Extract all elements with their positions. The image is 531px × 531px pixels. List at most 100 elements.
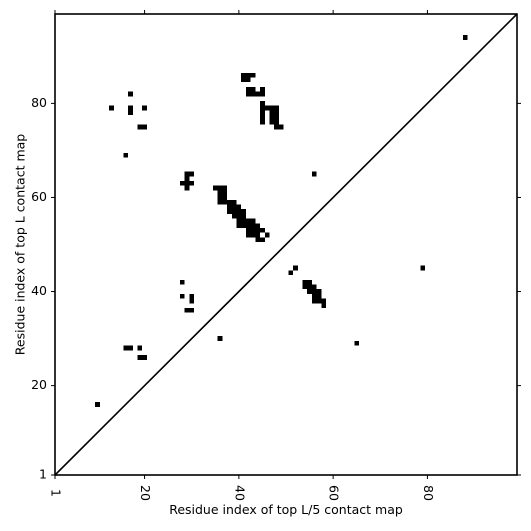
contact-cell-upper-16 — [245, 91, 251, 97]
contact-cell-lower-26 — [137, 345, 143, 351]
contact-cell-upper-19 — [255, 91, 261, 97]
contact-cell-upper-43 — [179, 180, 185, 186]
contact-cell-upper-1 — [109, 105, 114, 111]
cells-layer — [95, 35, 468, 407]
contact-cell-upper-50 — [217, 195, 223, 200]
contact-cell-upper-66 — [236, 218, 242, 224]
x-axis-label: Residue index of top L/5 contact map — [169, 502, 403, 517]
contact-cell-lower-9 — [311, 289, 317, 294]
contact-cell-upper-4 — [128, 110, 133, 116]
y-tick-label-4: 80 — [31, 95, 47, 110]
y-tick-label-2: 40 — [31, 283, 47, 298]
contact-cell-upper-40 — [184, 176, 190, 181]
contact-cell-lower-11 — [311, 293, 317, 299]
ticks-layer: 1 20 40 60 80 1 20 40 60 80 — [31, 10, 521, 501]
contact-cell-lower-5 — [302, 284, 308, 290]
contact-cell-upper-71 — [241, 223, 246, 229]
contact-cell-upper-18 — [260, 86, 265, 92]
contact-cell-upper-55 — [231, 199, 237, 205]
contact-cell-lower-4 — [307, 279, 312, 285]
contact-cell-upper-75 — [245, 228, 251, 233]
contact-cell-upper-56 — [227, 204, 232, 210]
contact-cell-lower-15 — [321, 298, 327, 304]
contact-cell-upper-64 — [236, 213, 242, 219]
contact-cell-lower-10 — [316, 289, 322, 294]
x-tick-label-3: 60 — [327, 485, 342, 501]
contact-cell-upper-38 — [184, 171, 190, 177]
contact-cell-upper-48 — [217, 190, 223, 196]
contact-cell-lower-12 — [316, 293, 322, 299]
contact-cell-upper-31 — [269, 115, 275, 120]
contact-cell-upper-32 — [274, 115, 279, 120]
contact-cell-upper-65 — [241, 213, 246, 219]
contact-cell-upper-58 — [236, 204, 242, 210]
contact-cell-upper-14 — [245, 86, 251, 92]
contact-cell-upper-78 — [260, 228, 265, 233]
contact-cell-upper-79 — [245, 232, 251, 238]
contact-cell-lower-3 — [302, 279, 308, 285]
contact-cell-upper-57 — [231, 204, 237, 210]
contact-cell-upper-34 — [274, 119, 279, 125]
contact-cell-upper-63 — [231, 213, 237, 219]
contact-cell-upper-47 — [222, 185, 228, 191]
contact-cell-lower-24 — [123, 345, 129, 351]
contact-cell-upper-68 — [245, 218, 251, 224]
contact-cell-upper-2 — [128, 91, 133, 97]
y-tick-label-3: 60 — [31, 189, 47, 204]
contact-cell-lower-25 — [128, 345, 133, 351]
contact-cell-upper-28 — [274, 105, 279, 111]
contact-cell-upper-33 — [269, 119, 275, 125]
contact-cell-upper-8 — [123, 152, 129, 158]
contact-cell-upper-54 — [227, 199, 232, 205]
contact-cell-upper-7 — [142, 124, 147, 130]
contact-cell-upper-39 — [189, 171, 195, 177]
x-tick-label-1: 20 — [138, 485, 153, 501]
contact-cell-lower-22 — [189, 308, 195, 313]
x-tick-label-4: 80 — [421, 485, 436, 501]
contact-cell-upper-23 — [260, 110, 265, 116]
contact-cell-lower-6 — [307, 284, 312, 290]
contact-cell-upper-59 — [227, 209, 232, 214]
contact-cell-upper-37 — [311, 171, 317, 177]
contact-cell-upper-30 — [274, 110, 279, 116]
contact-cell-upper-22 — [260, 105, 265, 111]
contact-cell-lower-2 — [420, 265, 426, 271]
y-tick-label-0: 1 — [39, 467, 47, 482]
contact-cell-upper-36 — [278, 124, 284, 130]
contact-cell-upper-81 — [255, 232, 261, 238]
contact-cell-upper-70 — [236, 223, 242, 229]
contact-cell-upper-73 — [250, 223, 256, 229]
contact-cell-upper-49 — [222, 190, 228, 196]
contact-cell-lower-18 — [179, 293, 185, 299]
contact-cell-upper-61 — [236, 209, 242, 214]
contact-cell-upper-76 — [250, 228, 256, 233]
contact-cell-upper-60 — [231, 209, 237, 214]
contact-cell-upper-41 — [184, 180, 190, 186]
contact-cell-lower-17 — [179, 279, 185, 285]
contact-cell-upper-67 — [241, 218, 246, 224]
contact-cell-upper-3 — [128, 105, 133, 111]
contact-cell-upper-27 — [269, 105, 275, 111]
contact-cell-upper-13 — [245, 77, 251, 83]
contact-cell-upper-62 — [241, 209, 246, 214]
contact-cell-upper-82 — [264, 232, 270, 238]
contact-cell-upper-5 — [142, 105, 147, 111]
x-tick-label-0: 1 — [49, 489, 64, 497]
contact-cell-upper-53 — [222, 199, 228, 205]
diagonal-line — [54, 13, 518, 476]
contact-cell-lower-30 — [354, 340, 360, 346]
contact-cell-upper-6 — [137, 124, 143, 130]
contact-cell-upper-26 — [264, 105, 270, 111]
contact-cell-lower-20 — [189, 298, 195, 304]
contact-cell-upper-72 — [245, 223, 251, 229]
contact-cell-upper-46 — [217, 185, 223, 191]
contact-cell-lower-7 — [311, 284, 317, 290]
contact-cell-upper-35 — [274, 124, 279, 130]
contact-cell-upper-29 — [269, 110, 275, 116]
contact-cell-upper-83 — [255, 237, 261, 243]
contact-cell-upper-74 — [255, 223, 261, 229]
contact-cell-upper-45 — [212, 185, 218, 191]
contact-cell-upper-9 — [241, 72, 246, 78]
contact-cell-lower-27 — [137, 355, 143, 360]
